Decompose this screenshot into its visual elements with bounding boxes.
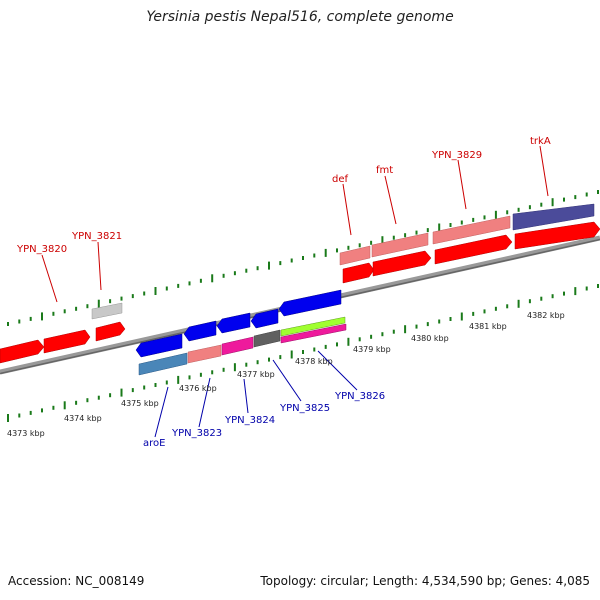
gene-arrow[interactable] <box>43 329 91 354</box>
gene-arrow[interactable] <box>372 250 432 277</box>
gene-label[interactable]: YPN_3829 <box>431 150 482 161</box>
scale-label: 4382 kbp <box>527 311 565 320</box>
scale-label: 4374 kbp <box>64 414 102 423</box>
gene-label[interactable]: YPN_3824 <box>224 415 275 426</box>
gene-arrow[interactable] <box>95 321 126 342</box>
lower-tick-track <box>7 284 599 422</box>
gene-arrow[interactable] <box>250 308 279 329</box>
gene-arrow[interactable] <box>342 262 375 284</box>
gene-arrow[interactable] <box>278 289 342 317</box>
scale-label: 4376 kbp <box>179 384 217 393</box>
gene-label[interactable]: fmt <box>376 165 393 176</box>
forward-leaders <box>41 145 549 303</box>
gene-label[interactable]: YPN_3825 <box>279 403 330 414</box>
accession-text: Accession: NC_008149 <box>8 574 145 588</box>
scale-label: 4381 kbp <box>469 322 507 331</box>
upper-tick-track <box>7 190 599 326</box>
reverse-gene-labels: aroE YPN_3823 YPN_3824 YPN_3825 YPN_3826 <box>143 391 385 449</box>
gene-label[interactable]: trkA <box>530 136 551 147</box>
gene-label[interactable]: YPN_3826 <box>334 391 385 402</box>
scale-labels: 4373 kbp 4374 kbp 4375 kbp 4376 kbp 4377… <box>7 311 565 438</box>
gene-arrow[interactable] <box>514 221 600 250</box>
scale-label: 4375 kbp <box>121 399 159 408</box>
scale-label: 4373 kbp <box>7 429 45 438</box>
gene-arrow[interactable] <box>135 333 183 358</box>
gene-box[interactable] <box>512 203 595 231</box>
gene-label[interactable]: YPN_3821 <box>71 231 122 242</box>
gene-label[interactable]: def <box>332 174 349 185</box>
reverse-genes <box>135 289 347 376</box>
forward-gene-labels: YPN_3820 YPN_3821 def fmt YPN_3829 trkA <box>16 136 551 255</box>
gene-box[interactable] <box>253 329 281 348</box>
gene-box[interactable] <box>187 344 222 364</box>
gene-box[interactable] <box>280 316 346 337</box>
gene-box[interactable] <box>280 323 347 344</box>
reverse-leaders <box>154 350 358 438</box>
scale-label: 4377 kbp <box>237 370 275 379</box>
gene-box[interactable] <box>339 245 371 266</box>
scale-label: 4378 kbp <box>295 357 333 366</box>
gene-label[interactable]: aroE <box>143 438 165 449</box>
topology-text: Topology: circular; Length: 4,534,590 bp… <box>260 574 590 588</box>
gene-label[interactable]: YPN_3823 <box>171 428 222 439</box>
gene-box[interactable] <box>221 336 254 356</box>
page-title: Yersinia pestis Nepal516, complete genom… <box>146 9 454 25</box>
gene-arrow[interactable] <box>183 320 217 342</box>
gene-arrow[interactable] <box>216 312 251 334</box>
gene-arrow[interactable] <box>0 339 45 364</box>
gene-box[interactable] <box>138 352 188 376</box>
scale-label: 4379 kbp <box>353 345 391 354</box>
gene-arrow[interactable] <box>434 234 513 265</box>
gene-label[interactable]: YPN_3820 <box>16 244 67 255</box>
forward-genes <box>0 203 600 364</box>
scale-label: 4380 kbp <box>411 334 449 343</box>
gene-box[interactable] <box>432 215 511 245</box>
gene-box[interactable] <box>91 302 123 320</box>
gene-box[interactable] <box>371 232 429 258</box>
